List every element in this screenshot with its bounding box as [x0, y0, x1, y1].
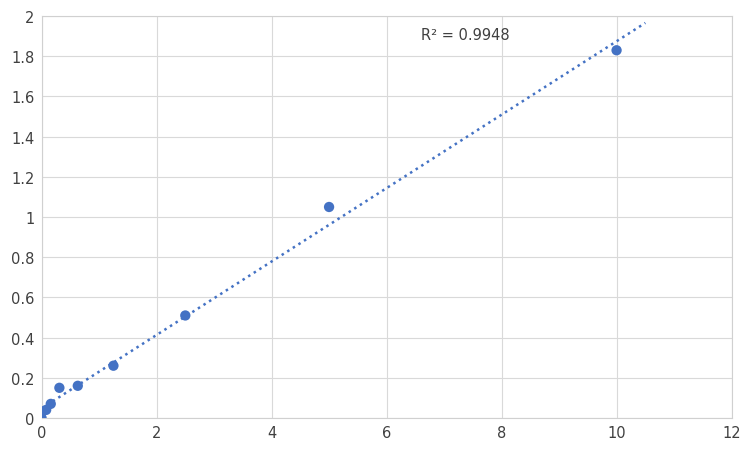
Point: [323, 204, 335, 211]
Point: [179, 312, 191, 319]
Point: [53, 384, 65, 391]
Point: [108, 362, 120, 369]
Point: [40, 406, 52, 414]
Point: [35, 414, 47, 422]
Text: R² = 0.9948: R² = 0.9948: [421, 28, 510, 42]
Point: [44, 400, 56, 408]
Point: [71, 382, 83, 390]
Point: [611, 47, 623, 55]
